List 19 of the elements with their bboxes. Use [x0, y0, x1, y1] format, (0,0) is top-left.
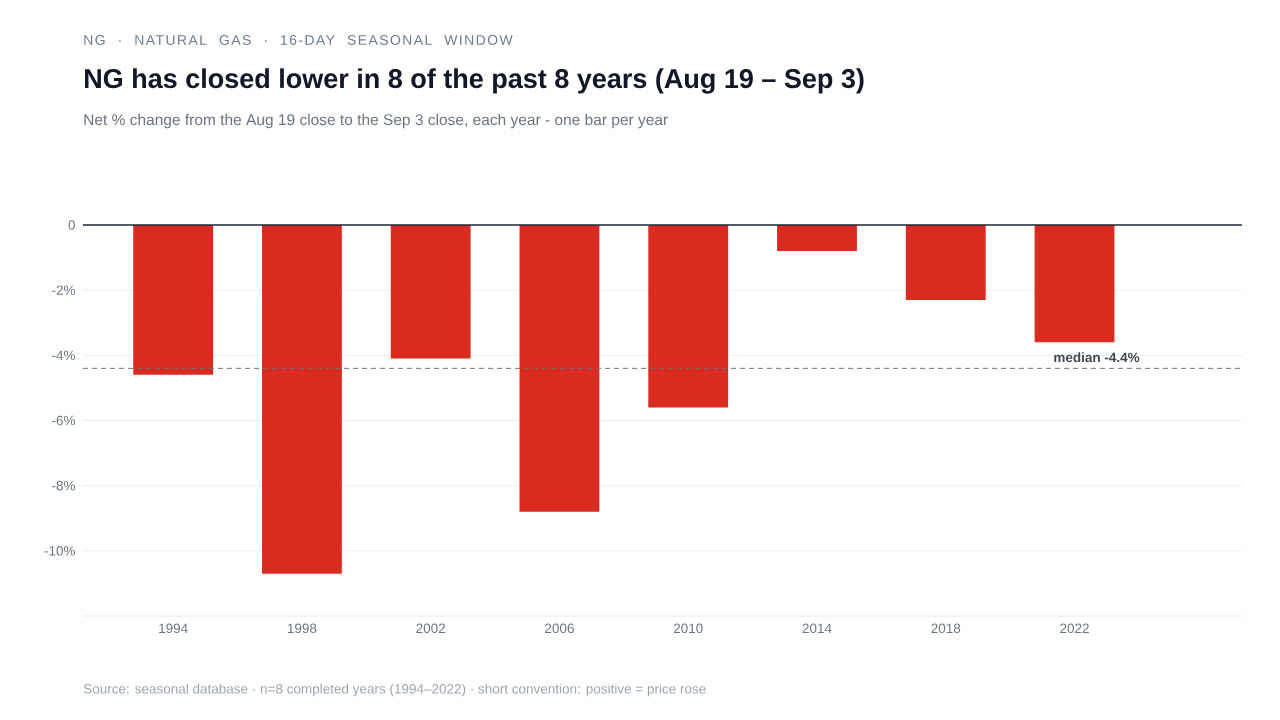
- x-tick-label: 1994: [159, 623, 188, 634]
- x-tick-label: 2014: [802, 623, 832, 634]
- text: NG · NATURAL GAS · 16-DAY SEASONAL WINDOW: [84, 35, 513, 45]
- y-tick-label: -6%: [52, 415, 75, 426]
- source-note: Source: seasonal database · n=8 completed years (1994–2022) · short convention: positive = price rose: [83, 683, 706, 697]
- x-tick-label: 2022: [1060, 623, 1089, 634]
- x-tick-label: 1998: [287, 623, 317, 634]
- x-tick-label: 2002: [416, 623, 446, 634]
- chart-subtitle: Net % change from the Aug 19 close to the Sep 3 close, each year - one bar per year: [84, 113, 668, 129]
- x-tick-label: 2010: [673, 623, 703, 634]
- x-tick-label: 2018: [931, 623, 961, 634]
- chart-title: NG has closed lower in 8 of the past 8 years (Aug 19 – Sep 3): [85, 68, 864, 94]
- y-tick-label: 0: [68, 220, 75, 230]
- y-tick-label: -2%: [52, 285, 75, 295]
- ref-line-label: median -4.4%: [1054, 352, 1140, 363]
- x-tick-label: 2006: [545, 623, 574, 634]
- y-tick-label: -8%: [52, 480, 75, 491]
- y-tick-label: -10%: [44, 546, 75, 556]
- y-tick-label: -4%: [52, 350, 75, 361]
